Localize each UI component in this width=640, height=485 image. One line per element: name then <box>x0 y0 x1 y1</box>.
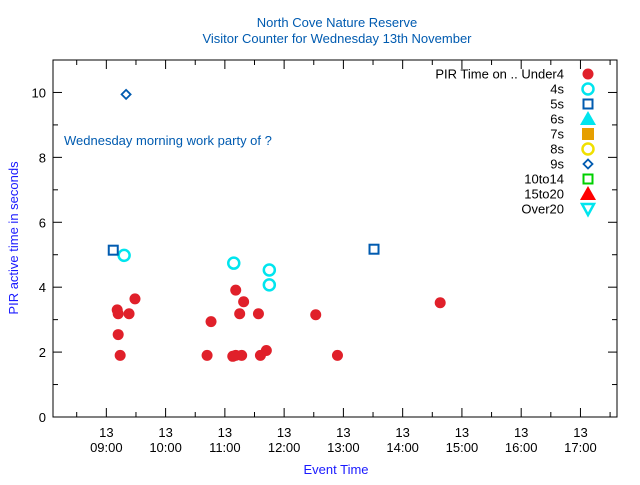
x-tick-label-day: 13 <box>514 425 528 440</box>
data-point <box>123 308 135 320</box>
x-axis-label: Event Time <box>303 462 368 477</box>
x-tick-label-day: 13 <box>218 425 232 440</box>
legend-marker <box>582 68 594 80</box>
x-tick-label-day: 13 <box>455 425 469 440</box>
x-tick-label-time: 15:00 <box>446 440 479 455</box>
y-tick-label: 6 <box>39 215 46 230</box>
y-tick-label: 2 <box>39 345 46 360</box>
x-tick-label-day: 13 <box>395 425 409 440</box>
x-tick-label-day: 13 <box>336 425 350 440</box>
data-point <box>262 278 277 292</box>
legend-marker <box>580 186 596 200</box>
plot-border <box>52 59 618 418</box>
x-tick-label-time: 10:00 <box>149 440 182 455</box>
data-point <box>112 308 124 320</box>
data-point <box>201 349 213 361</box>
legend-marker <box>581 82 595 96</box>
x-tick-label-day: 13 <box>158 425 172 440</box>
x-tick-label-time: 12:00 <box>268 440 301 455</box>
legend-marker <box>582 173 594 185</box>
x-tick-label-time: 11:00 <box>209 440 241 455</box>
data-point <box>368 243 380 255</box>
data-point <box>112 329 124 341</box>
x-tick-label-time: 14:00 <box>386 440 419 455</box>
legend-label: 6s <box>550 112 564 127</box>
chart-subtitle: Visitor Counter for Wednesday 13th Novem… <box>202 31 472 46</box>
legend-label: 8s <box>550 142 564 157</box>
data-point <box>310 309 322 321</box>
data-point <box>252 308 264 320</box>
data-point <box>117 248 131 263</box>
data-point <box>230 284 242 296</box>
x-tick-label-time: 09:00 <box>90 440 123 455</box>
data-point <box>331 349 343 361</box>
legend-marker <box>582 158 594 170</box>
y-axis-label: PIR active time in seconds <box>6 161 21 315</box>
x-tick-label-day: 13 <box>573 425 587 440</box>
legend-label: 15to20 <box>524 187 564 202</box>
data-point <box>129 293 141 305</box>
legend-marker <box>579 202 597 218</box>
chart-title: North Cove Nature Reserve <box>257 15 417 30</box>
legend-label: Over20 <box>521 202 564 217</box>
legend-marker <box>582 98 594 110</box>
data-point <box>234 308 246 320</box>
x-tick-label-time: 13:00 <box>327 440 360 455</box>
data-point <box>114 349 126 361</box>
y-tick-label: 0 <box>39 410 46 425</box>
x-tick-label-time: 16:00 <box>505 440 538 455</box>
legend-label: 7s <box>550 127 564 142</box>
legend-label: 9s <box>550 157 564 172</box>
legend-label: PIR Time on .. Under4 <box>435 67 564 82</box>
x-tick-label-day: 13 <box>99 425 113 440</box>
legend-marker <box>580 111 596 125</box>
data-point <box>260 344 272 356</box>
legend-label: 4s <box>550 82 564 97</box>
data-point <box>227 256 241 270</box>
data-point <box>262 263 277 277</box>
data-point <box>238 296 250 308</box>
y-tick-label: 10 <box>32 85 46 100</box>
x-tick-label-time: 17:00 <box>564 440 597 455</box>
data-point <box>236 349 248 361</box>
y-tick-label: 4 <box>39 280 46 295</box>
legend-marker <box>581 142 595 156</box>
legend-marker <box>582 128 594 140</box>
x-tick-label-day: 13 <box>277 425 291 440</box>
data-point <box>205 316 217 328</box>
data-point <box>107 244 119 256</box>
data-point <box>434 297 446 309</box>
y-tick-label: 8 <box>39 150 46 165</box>
annotation: Wednesday morning work party of ? <box>64 133 272 148</box>
data-point <box>120 88 132 101</box>
legend-label: 5s <box>550 97 564 112</box>
legend-label: 10to14 <box>524 172 564 187</box>
